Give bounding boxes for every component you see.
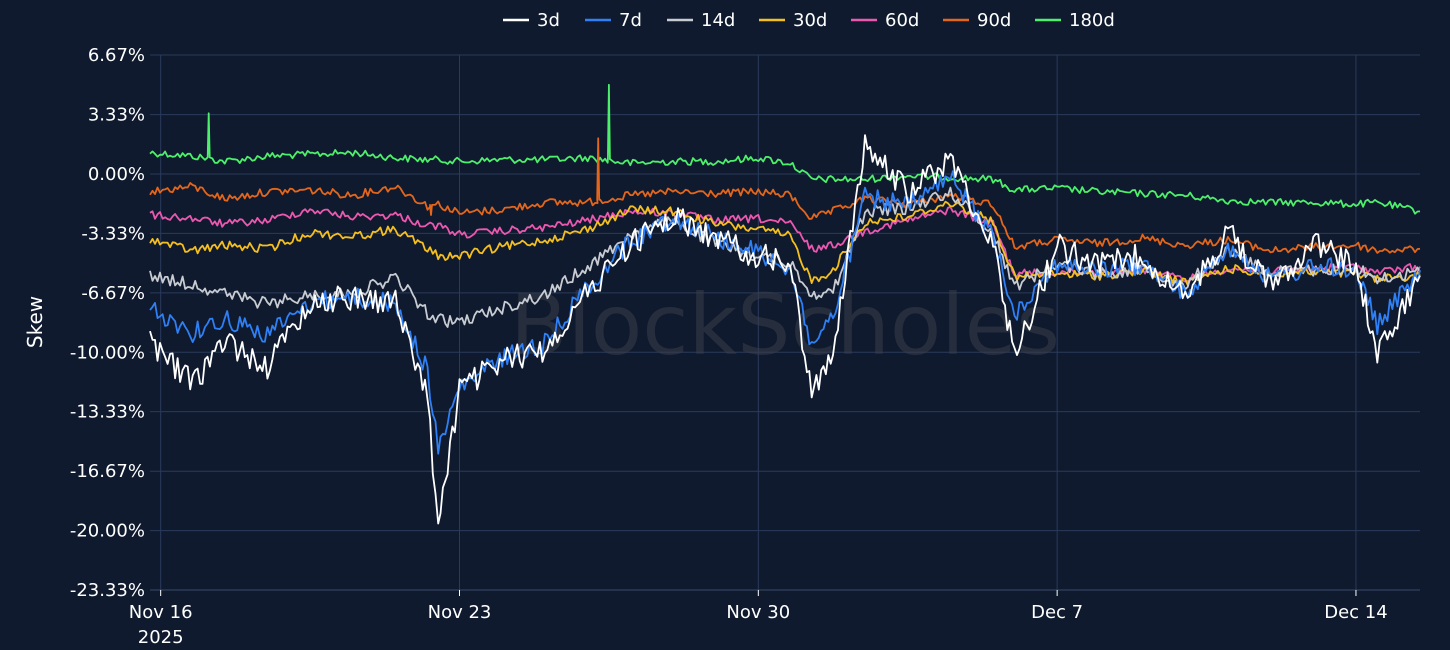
legend[interactable]: 3d 7d 14d 30d 60d 90d 180d	[503, 10, 1115, 31]
watermark-text: BlockScholes	[510, 276, 1060, 374]
legend-label: 90d	[977, 10, 1011, 31]
legend-label: 30d	[793, 10, 827, 31]
y-tick-label: -13.33%	[70, 402, 145, 423]
x-axis-ticks: Nov 16 2025 Nov 23 Nov 30 Dec 7 Dec 14	[129, 590, 1388, 648]
legend-item-90d[interactable]: 90d	[943, 10, 1011, 31]
x-tick-year-label: 2025	[138, 627, 184, 648]
legend-item-180d[interactable]: 180d	[1035, 10, 1115, 31]
series-line-3d	[149, 134, 1421, 525]
legend-item-7d[interactable]: 7d	[585, 10, 642, 31]
x-tick-label: Nov 16	[129, 602, 193, 623]
y-axis-ticks: 6.67% 3.33% 0.00% -3.33% -6.67% -10.00% -13.33…	[70, 45, 145, 601]
legend-label: 3d	[537, 10, 560, 31]
series-line-7d	[149, 170, 1421, 455]
y-tick-label: 6.67%	[88, 45, 145, 66]
x-tick-label: Dec 14	[1324, 602, 1387, 623]
grid	[150, 54, 1420, 591]
x-tick-label: Dec 7	[1031, 602, 1083, 623]
y-tick-label: -3.33%	[81, 223, 145, 244]
x-tick-label: Nov 23	[428, 602, 492, 623]
legend-label: 60d	[885, 10, 919, 31]
y-tick-label: -20.00%	[70, 521, 145, 542]
y-tick-label: 3.33%	[88, 105, 145, 126]
series-lines	[149, 83, 1421, 525]
y-tick-label: -16.67%	[70, 461, 145, 482]
y-tick-label: 0.00%	[88, 164, 145, 185]
series-line-180d	[149, 83, 1421, 215]
series-line-30d	[149, 200, 1421, 287]
legend-label: 14d	[701, 10, 735, 31]
series-line-90d	[149, 137, 1421, 254]
legend-label: 180d	[1069, 10, 1115, 31]
x-tick-label: Nov 30	[726, 602, 790, 623]
legend-item-14d[interactable]: 14d	[667, 10, 735, 31]
legend-label: 7d	[619, 10, 642, 31]
y-tick-label: -23.33%	[70, 580, 145, 601]
legend-item-60d[interactable]: 60d	[851, 10, 919, 31]
y-axis-label: Skew	[23, 296, 47, 348]
y-tick-label: -10.00%	[70, 342, 145, 363]
legend-item-30d[interactable]: 30d	[759, 10, 827, 31]
y-tick-label: -6.67%	[81, 283, 145, 304]
legend-item-3d[interactable]: 3d	[503, 10, 560, 31]
